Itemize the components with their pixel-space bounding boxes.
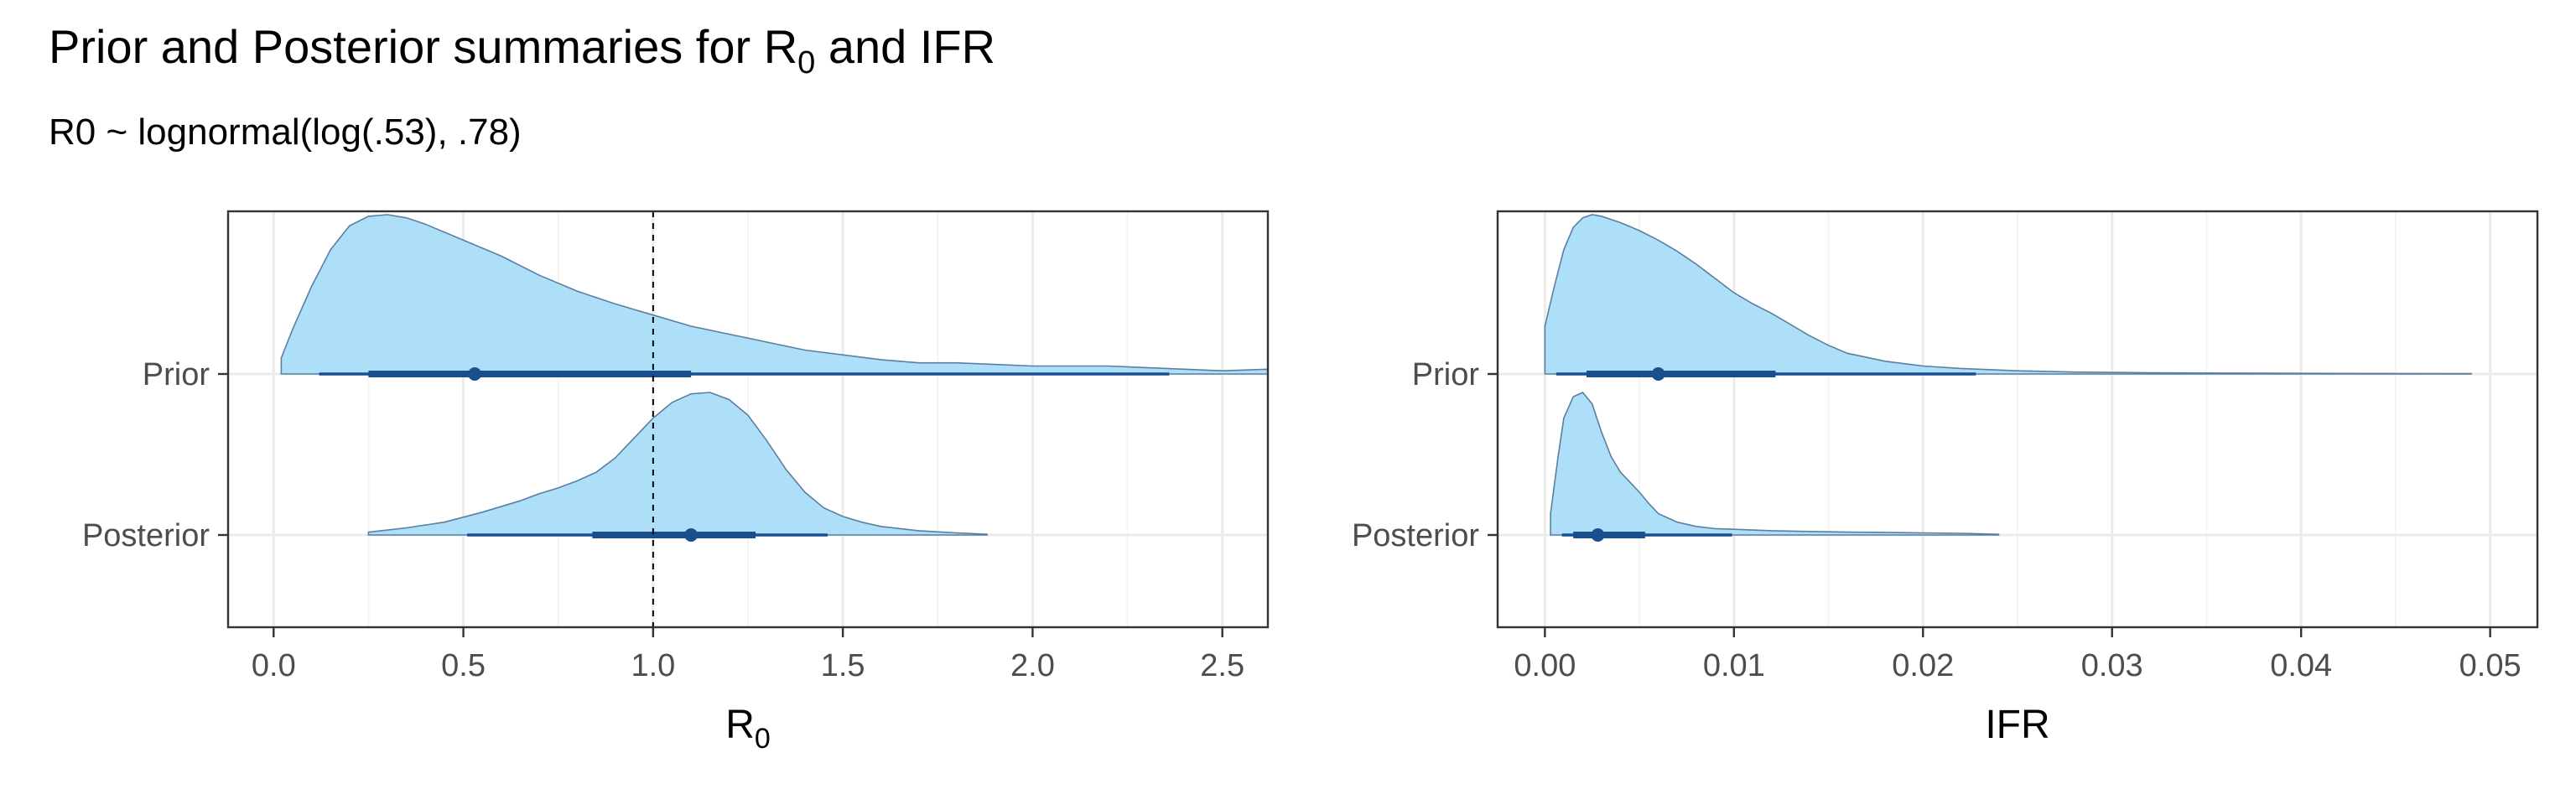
x-tick-label: 1.0 [631,648,675,683]
x-tick-label: 2.5 [1200,648,1244,683]
density-posterior [1550,392,2000,536]
x-tick-label: 0.05 [2459,648,2521,683]
x-tick-label: 0.0 [252,648,296,683]
x-tick-label: 0.5 [441,648,486,683]
x-axis-title: IFR [1985,703,2049,747]
y-tick-label: Posterior [82,518,210,553]
point-estimate-posterior [684,528,699,542]
x-tick-label: 0.01 [1703,648,1765,683]
x-tick-label: 2.0 [1010,648,1055,683]
point-estimate-prior [468,367,482,381]
panel-border [1496,210,2539,629]
y-tick-label: Prior [1412,357,1480,392]
x-tick-label: 1.5 [821,648,865,683]
panel-2: Prior Posterior 0.00 0.01 0.02 0.03 0.04 0.05 IF… [1352,210,2539,747]
y-tick-label: Prior [143,357,210,392]
density-posterior [367,392,988,536]
x-tick-label: 0.04 [2270,648,2332,683]
y-tick-label: Posterior [1352,518,1479,553]
chart-subtitle: R0 ~ lognormal(log(.53), .78) [49,112,522,153]
density-prior [280,214,1268,375]
x-tick-label: 0.03 [2081,648,2143,683]
x-axis-title: R0 [725,703,771,755]
x-tick-label: 0.02 [1892,648,1954,683]
plot-area [1544,214,2472,542]
chart-title: Prior and Posterior summaries for R0 and… [49,20,996,80]
point-estimate-posterior [1591,528,1605,542]
point-estimate-prior [1651,367,1665,381]
plot-area [280,211,1268,627]
x-tick-label: 0.00 [1514,648,1576,683]
panel-1: Prior Posterior 0.0 0.5 1.0 1.5 2.0 2.5 R0 [82,210,1270,755]
panel-border [226,210,1270,629]
density-prior [1544,214,2472,375]
